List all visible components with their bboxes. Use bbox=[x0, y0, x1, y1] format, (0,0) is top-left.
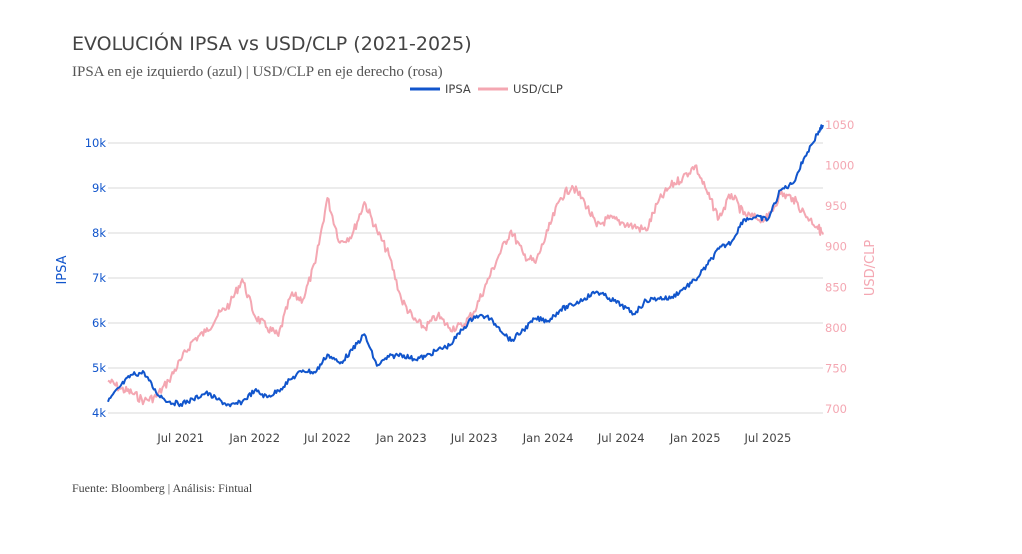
x-tick-label: Jul 2021 bbox=[156, 431, 204, 445]
x-tick-label: Jan 2024 bbox=[522, 431, 574, 445]
y-left-tick-label: 10k bbox=[85, 136, 107, 150]
y-left-tick-label: 7k bbox=[92, 271, 106, 285]
y-right-tick-label: 850 bbox=[825, 280, 847, 294]
legend[interactable]: IPSA USD/CLP bbox=[410, 82, 563, 96]
y-right-tick-label: 950 bbox=[825, 199, 847, 213]
footer-source: Fuente: Bloomberg | Análisis: Fintual bbox=[72, 481, 253, 495]
y-right-tick-label: 900 bbox=[825, 240, 847, 254]
y-right-tick-label: 700 bbox=[825, 402, 847, 416]
y-axis-right-title: USD/CLP bbox=[863, 240, 878, 296]
x-tick-label: Jul 2022 bbox=[303, 431, 351, 445]
series-layer bbox=[107, 124, 824, 408]
x-tick-label: Jan 2023 bbox=[375, 431, 427, 445]
chart-subtitle: IPSA en eje izquierdo (azul) | USD/CLP e… bbox=[72, 64, 443, 80]
x-tick-label: Jul 2025 bbox=[744, 431, 792, 445]
y-left-tick-label: 8k bbox=[92, 226, 106, 240]
x-tick-label: Jul 2024 bbox=[597, 431, 645, 445]
y-left-tick-label: 6k bbox=[92, 316, 106, 330]
x-tick-label: Jul 2023 bbox=[450, 431, 498, 445]
y-left-tick-label: 5k bbox=[92, 361, 106, 375]
gridlines bbox=[108, 142, 823, 414]
y-right-tick-label: 1000 bbox=[825, 159, 854, 173]
y-right-tick-label: 750 bbox=[825, 361, 847, 375]
x-tick-label: Jan 2022 bbox=[228, 431, 280, 445]
series-line-ipsa[interactable] bbox=[107, 124, 824, 408]
chart-title: EVOLUCIÓN IPSA vs USD/CLP (2021-2025) bbox=[72, 33, 472, 55]
y-axis-left-title: IPSA bbox=[55, 255, 70, 284]
legend-label-ipsa[interactable]: IPSA bbox=[445, 82, 471, 96]
y-left-tick-label: 4k bbox=[92, 406, 106, 420]
y-left-tick-label: 9k bbox=[92, 181, 106, 195]
y-right-tick-label: 1050 bbox=[825, 118, 854, 132]
x-tick-label: Jan 2025 bbox=[669, 431, 721, 445]
y-right-tick-label: 800 bbox=[825, 321, 847, 335]
series-line-usdclp[interactable] bbox=[107, 164, 824, 406]
axes: IPSA USD/CLP 4k 5k 6k 7k 8k 9k 10k 700 750 800 850… bbox=[55, 118, 878, 445]
legend-label-usdclp[interactable]: USD/CLP bbox=[513, 82, 563, 96]
